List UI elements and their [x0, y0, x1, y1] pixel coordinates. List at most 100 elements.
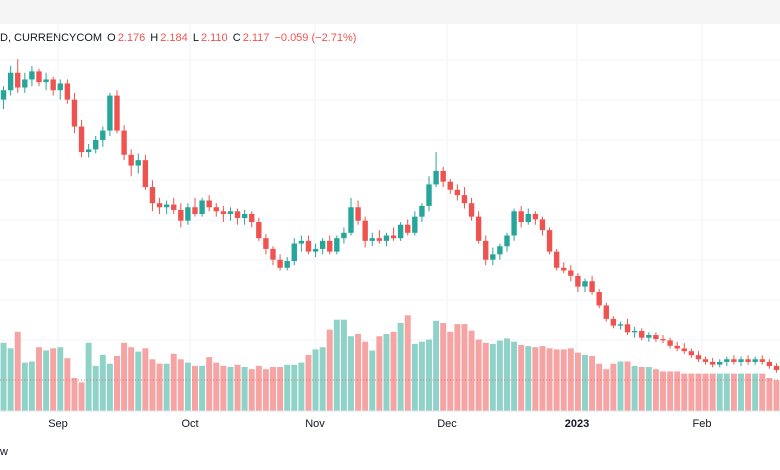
- volume-bar: [440, 323, 447, 411]
- candle-body: [291, 243, 297, 262]
- volume-bar: [475, 339, 482, 411]
- candle-body: [731, 359, 737, 362]
- candle-body: [390, 235, 397, 239]
- candle-body: [0, 90, 7, 100]
- candle-body: [100, 130, 106, 140]
- volume-bar: [114, 356, 120, 411]
- volume-bar: [624, 361, 631, 411]
- candle-body: [43, 79, 49, 83]
- candle-body: [582, 281, 588, 287]
- candle-body: [249, 213, 255, 223]
- volume-bar: [369, 350, 376, 411]
- volume-bar: [688, 373, 695, 411]
- volume-bar: [433, 320, 440, 411]
- volume-bar: [192, 365, 198, 411]
- x-axis-label: Nov: [305, 418, 325, 430]
- candle-body: [135, 160, 141, 166]
- volume-bar: [745, 373, 752, 411]
- volume-bar: [28, 361, 35, 411]
- low-label: L: [192, 32, 199, 44]
- candle-body: [64, 83, 71, 100]
- volume-bar: [142, 348, 149, 411]
- volume-bar: [333, 319, 340, 411]
- candle-body: [298, 240, 305, 244]
- candle-body: [50, 79, 56, 91]
- candle-body: [681, 348, 687, 352]
- volume-bar: [411, 343, 418, 411]
- volume-bar: [766, 378, 773, 411]
- volume-bar: [518, 345, 525, 411]
- symbol-name[interactable]: D, CURRENCYCOM: [0, 32, 103, 44]
- candle-body: [412, 216, 418, 233]
- volume-bar: [468, 330, 475, 411]
- volume-bar: [184, 362, 191, 411]
- candle-body: [631, 330, 638, 333]
- candle-body: [709, 361, 716, 365]
- candle-body: [738, 359, 744, 362]
- volume-bar: [723, 373, 730, 411]
- candle-body: [639, 330, 645, 338]
- candle-body: [93, 139, 99, 150]
- volume-bar: [695, 373, 702, 411]
- volume-bar: [730, 373, 737, 411]
- volume-bar: [291, 364, 298, 411]
- volume-bar: [64, 358, 71, 411]
- volume-bar: [454, 324, 461, 411]
- candle-body: [546, 230, 553, 252]
- candle-body: [646, 335, 652, 338]
- volume-bar: [638, 367, 645, 411]
- volume-bar: [270, 367, 276, 411]
- x-axis-label: Sep: [48, 418, 68, 430]
- volume-bar: [14, 331, 21, 411]
- candle-body: [468, 203, 475, 217]
- volume-bar: [397, 323, 404, 411]
- x-axis-label: Oct: [181, 418, 198, 430]
- candle-body: [702, 359, 709, 362]
- close-label: C: [232, 32, 241, 44]
- candle-body: [241, 213, 248, 218]
- candle-body: [589, 281, 595, 292]
- candle-body: [766, 361, 773, 366]
- volume-bar: [50, 348, 57, 411]
- x-axis-label: Feb: [693, 418, 712, 430]
- volume-bar: [213, 362, 220, 411]
- volume-bar: [262, 369, 269, 411]
- candle-body: [454, 189, 461, 196]
- candle-body: [397, 224, 404, 239]
- volume-bar: [177, 359, 184, 411]
- candle-body: [688, 351, 695, 356]
- candle-body: [185, 207, 191, 221]
- candle-body: [504, 235, 510, 247]
- open-value: 2.176: [117, 32, 146, 44]
- candle-body: [603, 305, 609, 319]
- volume-bar: [355, 334, 362, 411]
- volume-bars: [0, 315, 780, 411]
- candle-body: [348, 207, 354, 233]
- volume-bar: [284, 364, 291, 411]
- candle-body: [199, 200, 205, 214]
- candle-body: [695, 355, 702, 360]
- candle-body: [369, 238, 375, 241]
- candle-body: [270, 248, 276, 260]
- candle-body: [114, 95, 120, 131]
- candle-body: [71, 99, 78, 127]
- volume-bar: [773, 380, 780, 411]
- candle-body: [355, 207, 361, 221]
- candle-body: [490, 254, 496, 260]
- volume-bar: [652, 369, 659, 411]
- volume-bar: [241, 367, 248, 411]
- candle-body: [511, 211, 517, 236]
- candle-body: [610, 318, 617, 326]
- volume-bar: [43, 350, 50, 411]
- volume-bar: [574, 352, 581, 411]
- volume-bar: [426, 339, 432, 411]
- volume-bar: [489, 343, 496, 411]
- volume-bar: [560, 349, 567, 411]
- volume-bar: [255, 365, 262, 411]
- candle-body: [36, 71, 42, 83]
- volume-bar: [383, 334, 390, 411]
- volume-bar: [298, 362, 305, 411]
- volume-bar: [340, 319, 347, 411]
- volume-bar: [234, 364, 241, 411]
